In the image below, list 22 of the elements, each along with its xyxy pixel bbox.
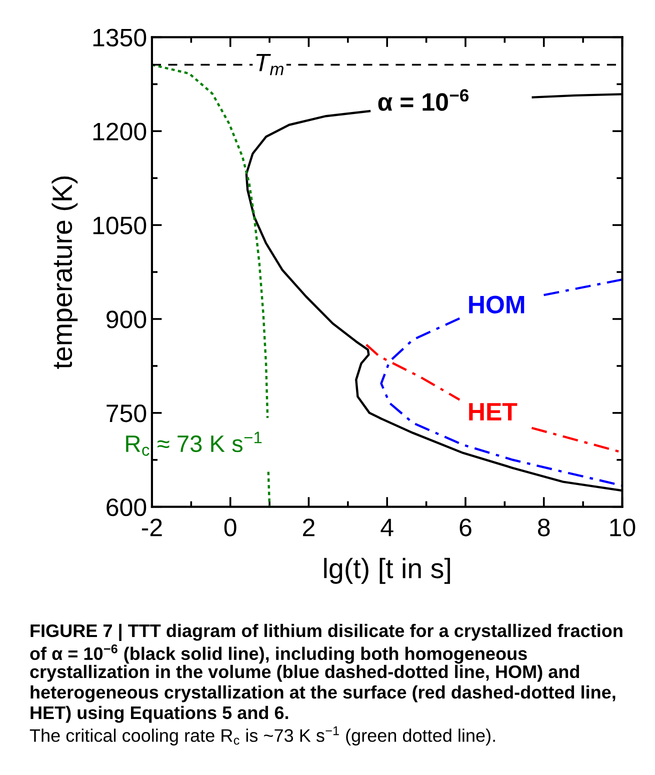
caption: FIGURE 7 | TTT diagram of lithium disilicate for a crystallized fraction of α = 10$^{−6}$ (black solid line), including both homogeneous crystallization in the volume (blue dashed-dotted line, HOM) and heterogeneous crystallization at the surface (red dashed-dotted line, HET) using Equations 5 and 6. <box>30 624 622 723</box>
y-axis-title: temperature (K) <box>52 176 78 369</box>
series-label: HET <box>469 403 518 420</box>
x-tick-label: 2 <box>303 518 314 536</box>
series-label: HOM <box>469 296 524 314</box>
y-tick-label: 1050 <box>93 216 146 234</box>
x-tick-label: 8 <box>538 518 550 536</box>
x-tick-label: 6 <box>460 518 472 536</box>
y-tick-label: 1350 <box>93 28 146 47</box>
y-tick-label: 600 <box>106 498 146 516</box>
y-tick-label: 750 <box>106 404 146 422</box>
y-tick-label: 1200 <box>93 122 146 140</box>
x-tick-label: -2 <box>142 518 162 536</box>
text: The critical cooling rate R$_{c}$ is ~73 K s$^{−1}$ (green dotted line). <box>30 726 495 746</box>
series-label: R$_{c}$ ≈ 73 K s$^{−1}$ <box>126 432 262 456</box>
series-label: α = 10$^{−6}$ <box>378 89 469 111</box>
x-axis-title: lg(t) [t in s] <box>324 558 450 584</box>
y-tick-label: 900 <box>106 310 146 328</box>
x-tick-label: 4 <box>380 518 394 536</box>
x-tick-label: 0 <box>224 518 236 536</box>
x-tick-label: 10 <box>610 518 636 536</box>
ref-line-label: T$_{m}$ <box>256 54 284 76</box>
